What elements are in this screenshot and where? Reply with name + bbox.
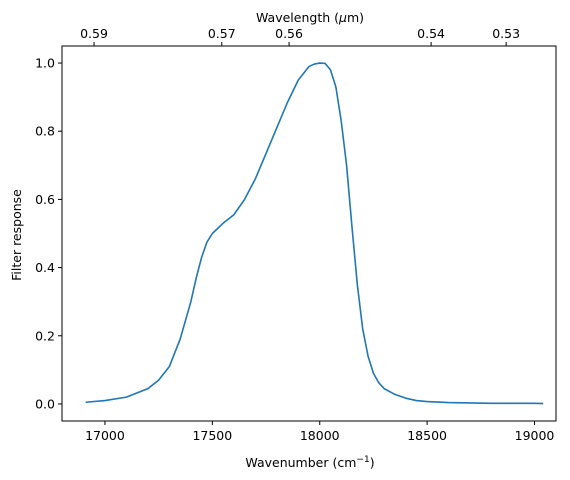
- x-tick-label: 18500: [407, 428, 447, 443]
- top-tick-label: 0.53: [492, 26, 520, 41]
- plot-frame: [61, 45, 557, 422]
- x-axis-title: Wavenumber (cm−1): [245, 455, 374, 470]
- top-tick-label: 0.59: [80, 26, 108, 41]
- y-tick-label: 0.0: [35, 396, 55, 411]
- top-tick-label: 0.56: [275, 26, 303, 41]
- y-tick-label: 0.2: [35, 328, 55, 343]
- y-axis-title: Filter response: [9, 189, 24, 281]
- top-tick-label: 0.57: [208, 26, 236, 41]
- x-tick-label: 19000: [515, 428, 555, 443]
- y-tick-label: 0.8: [35, 124, 55, 139]
- top-axis-ticks: 0.59 0.57 0.56 0.54 0.53: [80, 26, 520, 46]
- x-tick-label: 17000: [85, 428, 125, 443]
- y-tick-label: 0.4: [35, 260, 55, 275]
- y-tick-label: 1.0: [35, 56, 55, 71]
- x-tick-label: 18000: [300, 428, 340, 443]
- top-axis-title: Wavelength (μm): [256, 10, 364, 25]
- top-tick-label: 0.54: [417, 26, 445, 41]
- x-tick-label: 17500: [192, 428, 232, 443]
- x-axis-ticks: 17000 17500 18000 18500 19000: [85, 421, 554, 443]
- series-line: [85, 62, 544, 405]
- plot-area: [61, 45, 557, 422]
- y-tick-label: 0.6: [35, 192, 55, 207]
- y-axis-ticks: 0.0 0.2 0.4 0.6 0.8 1.0: [35, 56, 62, 411]
